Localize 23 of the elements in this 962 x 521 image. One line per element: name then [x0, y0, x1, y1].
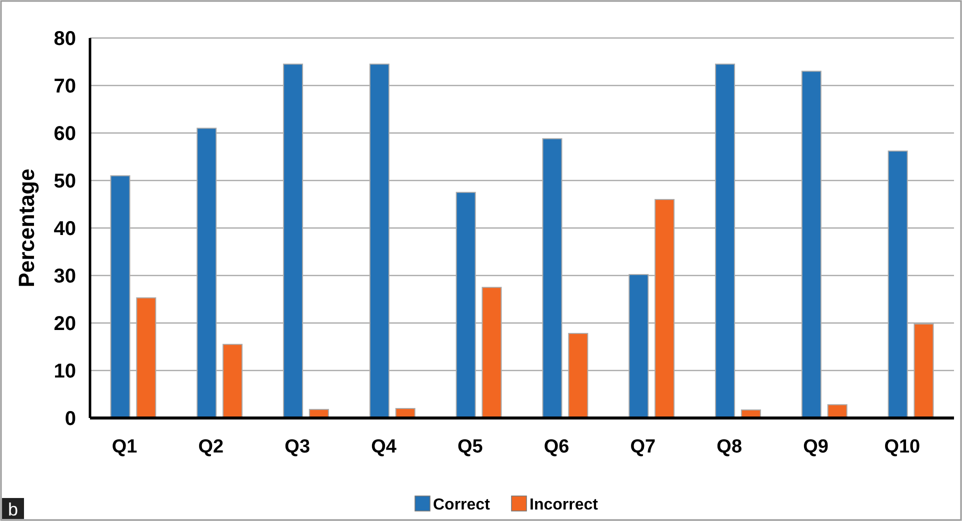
- y-tick-label: 50: [54, 170, 76, 192]
- legend-label: Incorrect: [530, 496, 599, 514]
- x-tick-label: Q7: [630, 436, 656, 458]
- x-tick-label: Q6: [544, 436, 570, 458]
- y-tick-label: 30: [54, 266, 76, 288]
- x-tick-label: Q1: [112, 436, 138, 458]
- text: b: [8, 499, 18, 520]
- x-tick-label: Q4: [371, 436, 397, 458]
- x-tick-label: Q10: [884, 436, 920, 458]
- x-tick-label: Q9: [803, 436, 828, 458]
- y-axis-title: Percentage: [14, 168, 39, 288]
- y-tick-label: 10: [54, 360, 76, 382]
- y-tick-label: 0: [64, 408, 76, 430]
- y-tick-label: 60: [54, 123, 76, 145]
- x-tick-label: Q5: [457, 436, 484, 458]
- y-tick-label: 70: [54, 76, 76, 98]
- y-tick-label: 40: [54, 218, 76, 240]
- y-tick-label: 20: [54, 313, 76, 335]
- x-tick-label: Q8: [716, 436, 742, 458]
- legend-label: Correct: [433, 496, 491, 514]
- y-tick-label: 80: [54, 28, 76, 50]
- x-tick-label: Q2: [198, 436, 224, 458]
- x-tick-label: Q3: [284, 436, 310, 458]
